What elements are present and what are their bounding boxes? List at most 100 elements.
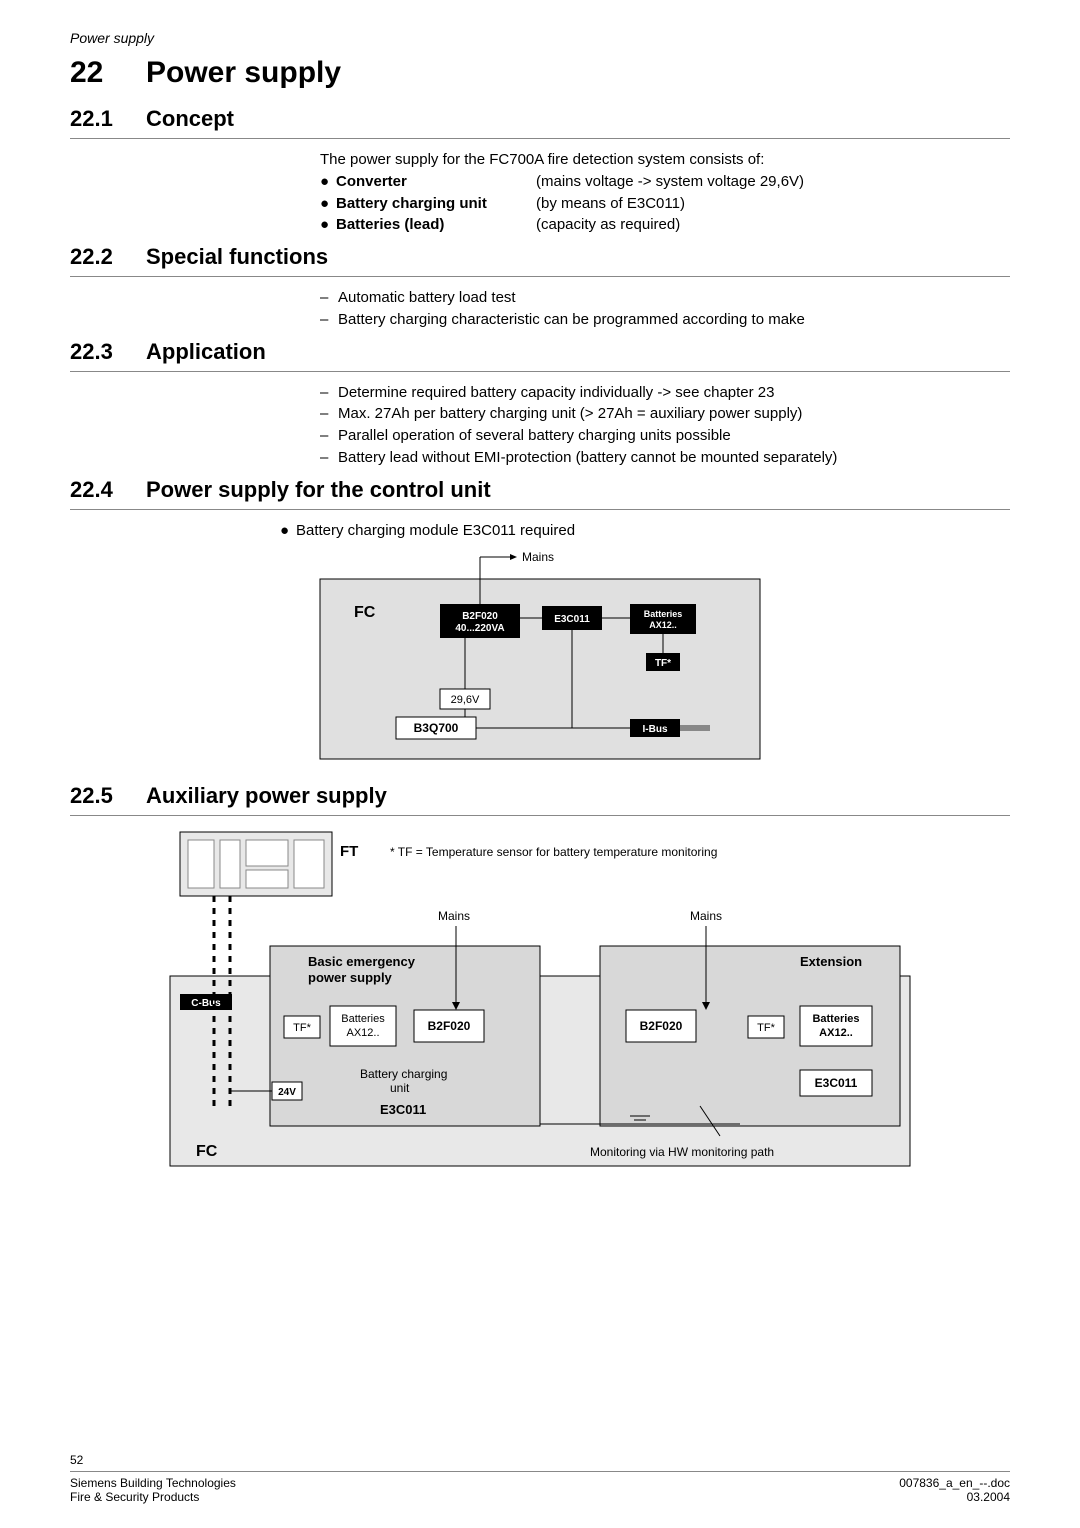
dash-icon: –: [320, 425, 338, 447]
section-body: –Determine required battery capacity ind…: [320, 382, 1010, 469]
footer-divider: [70, 1471, 1010, 1472]
dash-icon: –: [320, 382, 338, 404]
list-item: – Battery charging characteristic can be…: [320, 309, 1010, 331]
svg-text:Battery charging: Battery charging: [360, 1067, 447, 1081]
diagram-22-5: FT * TF = Temperature sensor for battery…: [70, 826, 1010, 1186]
list-item: –Determine required battery capacity ind…: [320, 382, 1010, 404]
diagram-22-4: FC Mains B2F020 40...220VA E3C011 Batter…: [70, 549, 1010, 769]
item-text: Battery charging module E3C011 required: [296, 520, 575, 542]
svg-text:TF*: TF*: [655, 658, 671, 669]
svg-text:40...220VA: 40...220VA: [455, 623, 504, 634]
footer-left-1: Siemens Building Technologies: [70, 1476, 236, 1490]
svg-text:unit: unit: [390, 1081, 410, 1095]
section-number: 22.3: [70, 339, 146, 365]
chapter-title: Power supply: [146, 56, 341, 90]
svg-text:* TF = Temperature sensor for: * TF = Temperature sensor for battery te…: [390, 845, 717, 859]
list-item: –Max. 27Ah per battery charging unit (> …: [320, 403, 1010, 425]
intro-text: The power supply for the FC700A fire det…: [320, 149, 1010, 171]
svg-text:Mains: Mains: [522, 550, 554, 564]
list-item: –Battery lead without EMI-protection (ba…: [320, 447, 1010, 469]
svg-text:B3Q700: B3Q700: [414, 721, 459, 735]
bullet-icon: ●: [320, 214, 336, 236]
svg-text:FC: FC: [196, 1143, 218, 1160]
list-item: ● Battery charging module E3C011 require…: [280, 520, 1010, 542]
svg-text:AX12..: AX12..: [649, 620, 677, 630]
section-number: 22.2: [70, 244, 146, 270]
section-title: Power supply for the control unit: [146, 477, 491, 503]
dash-icon: –: [320, 309, 338, 331]
item-text: Parallel operation of several battery ch…: [338, 425, 731, 447]
term: Converter: [336, 171, 536, 193]
description: (by means of E3C011): [536, 193, 685, 215]
section-number: 22.4: [70, 477, 146, 503]
svg-text:24V: 24V: [278, 1087, 296, 1098]
svg-text:E3C011: E3C011: [815, 1076, 858, 1090]
divider: [70, 371, 1010, 372]
svg-text:FC: FC: [354, 604, 376, 621]
description: (mains voltage -> system voltage 29,6V): [536, 171, 804, 193]
section-body: The power supply for the FC700A fire det…: [320, 149, 1010, 236]
svg-text:Mains: Mains: [438, 909, 470, 923]
section-title: Application: [146, 339, 266, 365]
list-item: – Automatic battery load test: [320, 287, 1010, 309]
divider: [70, 509, 1010, 510]
section-title: Special functions: [146, 244, 328, 270]
svg-text:TF*: TF*: [757, 1022, 775, 1034]
svg-text:Batteries: Batteries: [341, 1013, 385, 1025]
section-number: 22.1: [70, 106, 146, 132]
section-number: 22.5: [70, 783, 146, 809]
chapter-heading: 22 Power supply: [70, 56, 1010, 90]
description: (capacity as required): [536, 214, 680, 236]
svg-text:Monitoring via HW monitoring p: Monitoring via HW monitoring path: [590, 1145, 774, 1159]
footer-right-2: 03.2004: [967, 1490, 1010, 1504]
svg-text:FT: FT: [340, 843, 358, 860]
item-text: Determine required battery capacity indi…: [338, 382, 774, 404]
svg-text:E3C011: E3C011: [380, 1102, 426, 1117]
list-item: ● Batteries (lead) (capacity as required…: [320, 214, 1010, 236]
section-title: Concept: [146, 106, 234, 132]
divider: [70, 815, 1010, 816]
section-heading: 22.4 Power supply for the control unit: [70, 477, 1010, 503]
svg-text:B2F020: B2F020: [462, 611, 498, 622]
term: Battery charging unit: [336, 193, 536, 215]
section-heading: 22.2 Special functions: [70, 244, 1010, 270]
svg-text:Batteries: Batteries: [644, 609, 683, 619]
section-heading: 22.1 Concept: [70, 106, 1010, 132]
list-item: ● Converter (mains voltage -> system vol…: [320, 171, 1010, 193]
chapter-number: 22: [70, 56, 146, 90]
page-header: Power supply: [70, 30, 1010, 46]
svg-text:Batteries: Batteries: [812, 1013, 859, 1025]
svg-text:AX12..: AX12..: [819, 1027, 853, 1039]
section-body: ● Battery charging module E3C011 require…: [280, 520, 1010, 542]
svg-text:C-Bus: C-Bus: [191, 998, 221, 1009]
svg-text:B2F020: B2F020: [428, 1019, 471, 1033]
svg-text:I-Bus: I-Bus: [643, 724, 668, 735]
page-footer: 52 Siemens Building Technologies 007836_…: [70, 1453, 1010, 1504]
svg-text:29,6V: 29,6V: [451, 694, 480, 706]
svg-text:AX12..: AX12..: [346, 1027, 379, 1039]
dash-icon: –: [320, 403, 338, 425]
svg-text:B2F020: B2F020: [640, 1019, 683, 1033]
svg-text:Extension: Extension: [800, 954, 862, 969]
power-supply-diagram: FC Mains B2F020 40...220VA E3C011 Batter…: [310, 549, 770, 769]
item-text: Max. 27Ah per battery charging unit (> 2…: [338, 403, 802, 425]
bullet-icon: ●: [280, 520, 296, 542]
footer-left-2: Fire & Security Products: [70, 1490, 199, 1504]
section-heading: 22.3 Application: [70, 339, 1010, 365]
dash-icon: –: [320, 287, 338, 309]
section-body: – Automatic battery load test – Battery …: [320, 287, 1010, 331]
item-text: Battery lead without EMI-protection (bat…: [338, 447, 837, 469]
list-item: ● Battery charging unit (by means of E3C…: [320, 193, 1010, 215]
page-number: 52: [70, 1453, 1010, 1467]
item-text: Automatic battery load test: [338, 287, 516, 309]
bullet-icon: ●: [320, 171, 336, 193]
dash-icon: –: [320, 447, 338, 469]
list-item: –Parallel operation of several battery c…: [320, 425, 1010, 447]
divider: [70, 138, 1010, 139]
term: Batteries (lead): [336, 214, 536, 236]
svg-text:Mains: Mains: [690, 909, 722, 923]
aux-power-diagram: FT * TF = Temperature sensor for battery…: [160, 826, 920, 1186]
divider: [70, 276, 1010, 277]
section-heading: 22.5 Auxiliary power supply: [70, 783, 1010, 809]
svg-text:Basic emergency: Basic emergency: [308, 954, 416, 969]
